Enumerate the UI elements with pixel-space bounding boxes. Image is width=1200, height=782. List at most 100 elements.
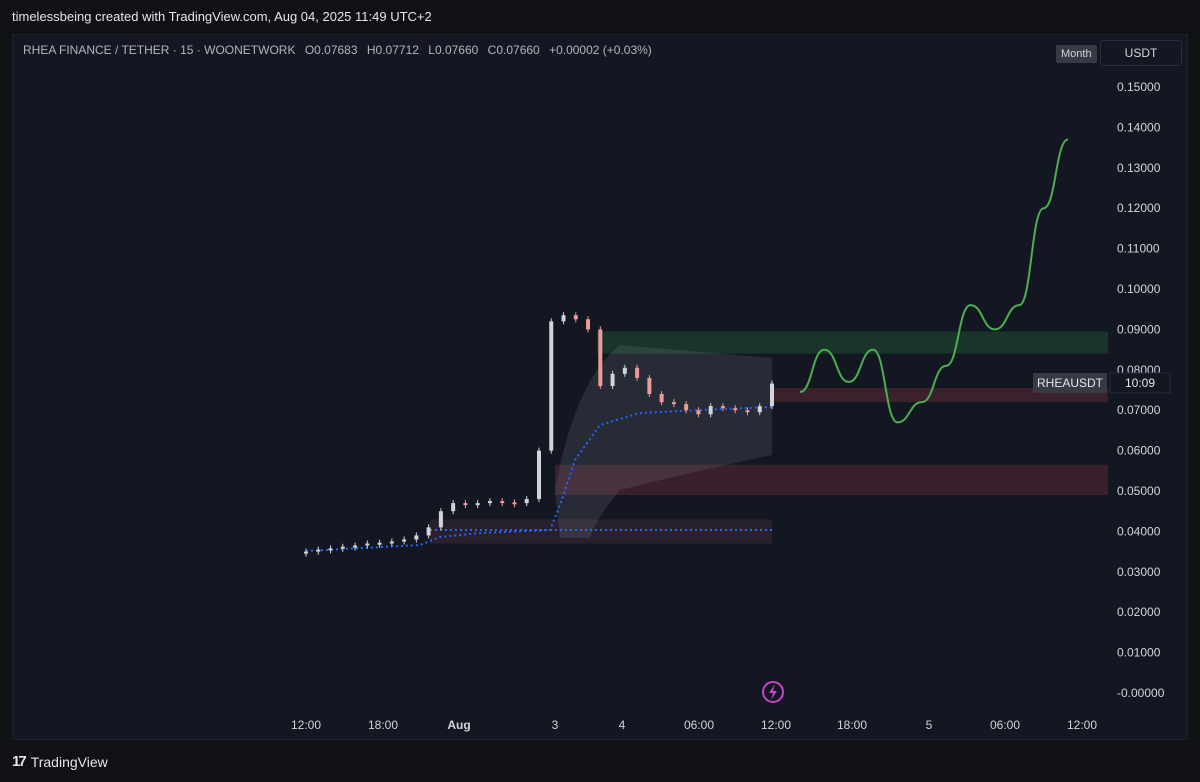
candle: [671, 402, 676, 405]
y-tick-label: 0.10000: [1117, 282, 1161, 296]
footer: 17 TradingView: [0, 742, 1200, 782]
y-tick-label: 0.07000: [1117, 403, 1161, 417]
candle: [512, 502, 517, 505]
lightning-icon[interactable]: [762, 681, 784, 703]
price-tag-countdown: 10:09: [1125, 376, 1155, 390]
candle: [708, 406, 713, 415]
candle: [757, 406, 762, 413]
candle: [402, 539, 407, 542]
candle: [684, 404, 689, 411]
open-value: O0.07683: [304, 43, 358, 57]
candle: [500, 501, 505, 504]
price-tag[interactable]: RHEAUSDT 10:09: [1033, 372, 1171, 394]
candle: [549, 321, 554, 451]
vwap-line: [305, 406, 773, 552]
candles: [304, 312, 774, 557]
price-zone: [772, 387, 1108, 403]
y-tick-label: 0.12000: [1117, 201, 1161, 215]
candle: [647, 377, 652, 395]
candle: [328, 548, 333, 551]
candle: [340, 546, 345, 549]
y-tick-label: 0.01000: [1117, 646, 1161, 660]
price-tag-symbol-bg: [1033, 373, 1107, 393]
price-tag-symbol: RHEAUSDT: [1037, 376, 1104, 390]
candle: [720, 406, 725, 409]
candle: [414, 535, 419, 540]
x-tick-label: 18:00: [368, 718, 398, 732]
price-zones: [430, 331, 1108, 544]
candle: [586, 319, 591, 330]
candle: [659, 394, 664, 403]
y-tick-label: 0.09000: [1117, 322, 1161, 336]
candle: [770, 383, 774, 407]
currency-button[interactable]: USDT: [1100, 40, 1182, 66]
low-value: L0.07660: [428, 43, 479, 57]
change-value: +0.00002 (+0.03%): [549, 43, 652, 57]
symbol-label[interactable]: RHEA FINANCE / TETHER · 15 · WOONETWORK: [23, 43, 296, 57]
tradingview-icon: 17: [12, 753, 27, 770]
candle: [353, 545, 358, 548]
vwap-line-path: [305, 406, 773, 552]
candle: [451, 503, 456, 512]
x-tick-label: Aug: [447, 718, 470, 732]
candle: [696, 410, 701, 415]
y-tick-label: 0.02000: [1117, 605, 1161, 619]
high-value: H0.07712: [366, 43, 419, 57]
y-tick-label: 0.13000: [1117, 161, 1161, 175]
range-shading: [555, 345, 772, 538]
x-tick-label: 18:00: [837, 718, 867, 732]
x-tick-label: 12:00: [761, 718, 791, 732]
projection-line: [799, 138, 1069, 424]
y-tick-label: 0.05000: [1117, 484, 1161, 498]
brand-name: TradingView: [30, 753, 108, 770]
x-tick-label: 12:00: [1067, 718, 1097, 732]
y-tick-label: 0.03000: [1117, 565, 1161, 579]
close-value: C0.07660: [487, 43, 540, 57]
y-tick-label: -0.00000: [1117, 686, 1165, 700]
candle: [733, 408, 738, 411]
projection-path: [799, 138, 1069, 424]
x-tick-label: 4: [619, 718, 626, 732]
credit-text: timelessbeing created with TradingView.c…: [12, 9, 432, 24]
candle: [438, 511, 443, 528]
candle: [524, 499, 529, 504]
candle: [463, 503, 468, 506]
candle: [475, 503, 480, 506]
candle: [389, 541, 394, 544]
price-zone: [597, 331, 1108, 354]
y-tick-label: 0.11000: [1117, 242, 1160, 256]
y-tick-label: 0.06000: [1117, 444, 1161, 458]
y-tick-label: 0.14000: [1117, 120, 1161, 134]
y-tick-label: 0.15000: [1117, 80, 1161, 94]
candle: [622, 367, 627, 374]
top-bar: timelessbeing created with TradingView.c…: [0, 0, 1200, 34]
candle: [316, 549, 321, 552]
range-band: [555, 345, 772, 538]
candle: [487, 501, 492, 504]
candle: [635, 367, 640, 378]
x-tick-label: 3: [552, 718, 559, 732]
candle: [598, 329, 603, 386]
candle: [745, 410, 750, 413]
x-tick-label: 12:00: [291, 718, 321, 732]
candle: [537, 450, 541, 500]
candle: [610, 373, 615, 386]
x-tick-label: 06:00: [684, 718, 714, 732]
price-zone: [555, 464, 1108, 496]
month-button[interactable]: Month: [1056, 45, 1097, 63]
tradingview-logo[interactable]: 17 TradingView: [12, 753, 108, 770]
price-zone: [430, 519, 772, 544]
candle: [304, 551, 308, 554]
candle: [377, 542, 382, 545]
candle: [426, 527, 431, 536]
y-tick-label: 0.04000: [1117, 524, 1161, 538]
candle: [561, 315, 566, 322]
candle: [365, 543, 370, 546]
x-axis: 12:00 18:00 Aug 3 4 06:00 12:00 18:00 5 06:00 12:0…: [291, 718, 1097, 732]
chart-legend: RHEA FINANCE / TETHER · 15 · WOONETWORK …: [23, 43, 658, 57]
y-axis: 0.15000 0.14000 0.13000 0.12000 0.11000 0.100…: [1117, 80, 1165, 700]
candle: [573, 315, 578, 320]
x-tick-label: 5: [926, 718, 933, 732]
price-tag-countdown-bg: [1109, 372, 1171, 394]
